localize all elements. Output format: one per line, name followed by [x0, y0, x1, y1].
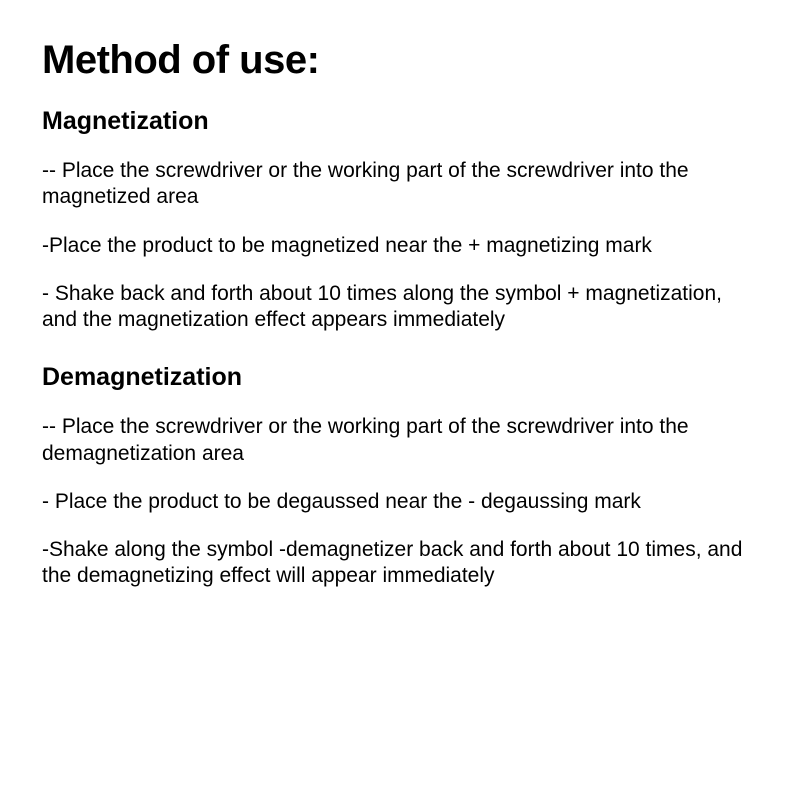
step-text: - Shake back and forth about 10 times al…: [42, 281, 758, 334]
section-heading-magnetization: Magnetization: [42, 107, 758, 136]
step-text: -Place the product to be magnetized near…: [42, 233, 758, 259]
step-text: - Place the product to be degaussed near…: [42, 489, 758, 515]
page-title: Method of use:: [42, 38, 758, 83]
step-text: -- Place the screwdriver or the working …: [42, 158, 758, 211]
step-text: -Shake along the symbol -demagnetizer ba…: [42, 537, 758, 590]
section-heading-demagnetization: Demagnetization: [42, 363, 758, 392]
step-text: -- Place the screwdriver or the working …: [42, 414, 758, 467]
